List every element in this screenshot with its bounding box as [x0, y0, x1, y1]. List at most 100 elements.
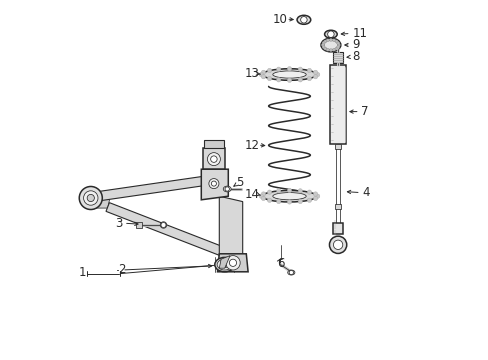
Text: 14: 14 — [244, 188, 259, 201]
Circle shape — [337, 44, 340, 46]
Ellipse shape — [287, 270, 294, 275]
Circle shape — [298, 189, 302, 193]
Circle shape — [329, 236, 346, 253]
Circle shape — [225, 256, 240, 270]
Polygon shape — [217, 254, 247, 272]
Text: 13: 13 — [244, 67, 259, 80]
Circle shape — [326, 39, 328, 42]
Polygon shape — [219, 256, 230, 268]
Bar — [329, 65, 346, 144]
Circle shape — [276, 199, 280, 204]
Circle shape — [79, 186, 102, 210]
Circle shape — [327, 31, 333, 37]
Circle shape — [208, 179, 219, 189]
Ellipse shape — [324, 40, 337, 50]
Text: 2: 2 — [118, 263, 125, 276]
Bar — [332, 52, 343, 63]
Circle shape — [210, 156, 217, 162]
Circle shape — [334, 47, 337, 50]
Circle shape — [229, 259, 236, 266]
Circle shape — [332, 39, 335, 42]
Circle shape — [322, 42, 325, 45]
Ellipse shape — [262, 69, 316, 80]
Circle shape — [306, 190, 311, 194]
Circle shape — [259, 194, 263, 198]
Bar — [332, 223, 343, 234]
Circle shape — [287, 200, 291, 204]
Text: 10: 10 — [272, 13, 287, 26]
Circle shape — [306, 76, 311, 81]
Ellipse shape — [217, 259, 232, 270]
Circle shape — [259, 72, 263, 77]
Circle shape — [298, 78, 302, 82]
Text: 11: 11 — [352, 27, 367, 40]
Text: 7: 7 — [361, 105, 368, 118]
Circle shape — [276, 67, 280, 71]
Circle shape — [322, 45, 325, 48]
Circle shape — [267, 68, 271, 73]
Circle shape — [315, 72, 319, 77]
Text: 12: 12 — [244, 139, 259, 152]
Polygon shape — [201, 169, 228, 200]
Circle shape — [323, 40, 326, 43]
Circle shape — [261, 196, 265, 201]
Ellipse shape — [324, 30, 337, 38]
Circle shape — [287, 78, 291, 82]
Circle shape — [334, 40, 337, 43]
Ellipse shape — [262, 190, 316, 202]
Circle shape — [298, 199, 302, 204]
Circle shape — [287, 67, 291, 71]
Text: 9: 9 — [352, 39, 359, 51]
Circle shape — [323, 47, 326, 50]
Bar — [335, 204, 340, 209]
Ellipse shape — [214, 257, 234, 272]
Circle shape — [298, 67, 302, 71]
Circle shape — [313, 70, 317, 75]
Polygon shape — [106, 203, 229, 258]
Ellipse shape — [160, 222, 166, 228]
Circle shape — [315, 194, 319, 198]
Circle shape — [313, 196, 317, 201]
Polygon shape — [98, 174, 223, 201]
Text: 8: 8 — [352, 50, 359, 63]
Circle shape — [83, 191, 98, 205]
Circle shape — [336, 45, 339, 48]
Ellipse shape — [223, 263, 226, 266]
Circle shape — [211, 181, 216, 186]
Circle shape — [321, 44, 324, 46]
Circle shape — [276, 189, 280, 193]
Ellipse shape — [320, 38, 340, 52]
Circle shape — [87, 194, 94, 202]
Circle shape — [306, 68, 311, 73]
Circle shape — [300, 17, 306, 23]
Polygon shape — [219, 196, 242, 259]
Text: 5: 5 — [236, 176, 244, 189]
Circle shape — [326, 48, 328, 51]
Circle shape — [287, 188, 291, 193]
Text: 4: 4 — [362, 186, 369, 199]
Circle shape — [288, 270, 293, 275]
Circle shape — [336, 42, 339, 45]
Circle shape — [267, 198, 271, 202]
Circle shape — [161, 222, 166, 228]
Circle shape — [267, 190, 271, 194]
Ellipse shape — [272, 71, 305, 78]
Circle shape — [224, 187, 229, 191]
Circle shape — [333, 240, 342, 249]
Circle shape — [313, 75, 317, 79]
Circle shape — [332, 48, 335, 51]
Circle shape — [261, 75, 265, 79]
Circle shape — [329, 39, 332, 41]
Polygon shape — [203, 148, 224, 169]
Circle shape — [313, 192, 317, 196]
Circle shape — [267, 76, 271, 81]
Ellipse shape — [272, 193, 305, 200]
Circle shape — [261, 70, 265, 75]
Circle shape — [329, 49, 332, 51]
Circle shape — [276, 78, 280, 82]
Circle shape — [306, 198, 311, 202]
Text: 6: 6 — [276, 257, 284, 270]
Bar — [136, 222, 142, 228]
Text: 1: 1 — [79, 266, 86, 279]
Circle shape — [207, 153, 220, 166]
